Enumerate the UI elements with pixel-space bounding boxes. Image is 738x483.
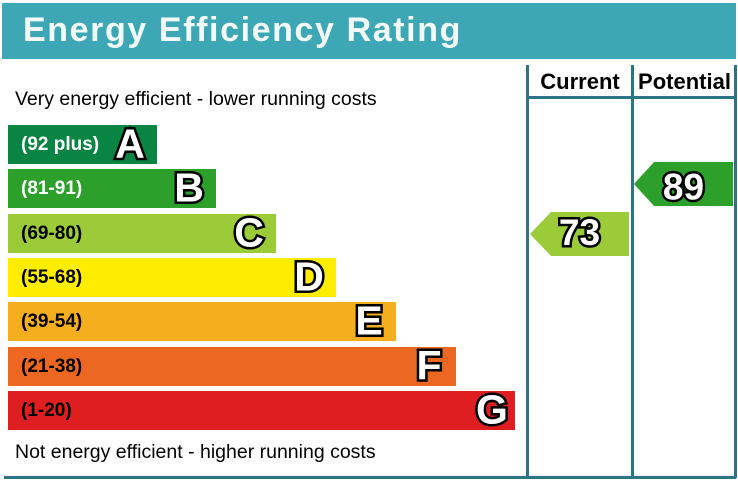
svg-text:89: 89 [663, 167, 704, 207]
svg-text:73: 73 [559, 212, 600, 253]
